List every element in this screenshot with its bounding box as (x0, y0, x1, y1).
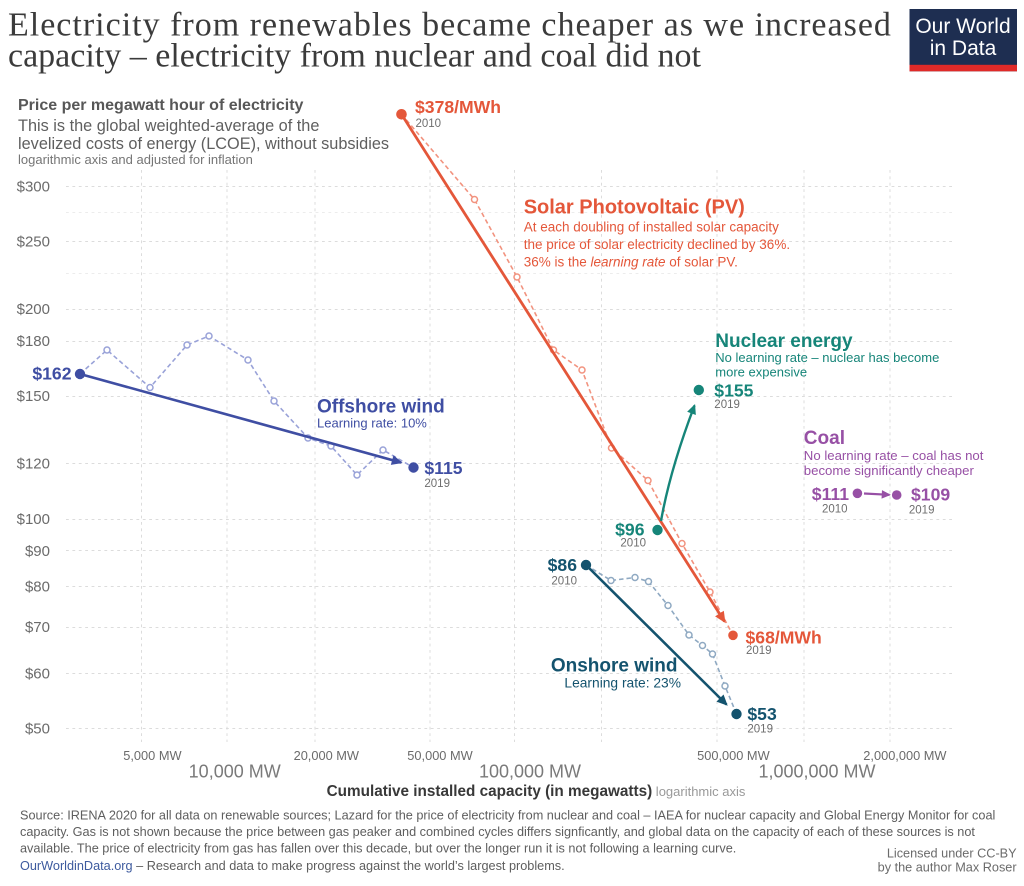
svg-text:2010: 2010 (620, 538, 646, 550)
svg-text:20,000 MW: 20,000 MW (294, 748, 360, 763)
svg-text:more expensive: more expensive (715, 365, 807, 380)
svg-text:$378/MWh: $378/MWh (415, 97, 501, 117)
svg-text:This is the global weighted-av: This is the global weighted-average of t… (18, 117, 319, 135)
svg-text:Coal: Coal (804, 428, 845, 449)
svg-text:levelized costs of energy (LCO: levelized costs of energy (LCOE), withou… (18, 135, 389, 153)
svg-text:36% is the learning rate of so: 36% is the learning rate of solar PV. (524, 255, 738, 270)
svg-text:Nuclear energy: Nuclear energy (715, 331, 853, 352)
svg-text:by the author Max Roser: by the author Max Roser (878, 861, 1018, 875)
svg-text:$300: $300 (17, 178, 50, 195)
svg-text:2010: 2010 (416, 118, 442, 130)
svg-text:become significantly cheaper: become significantly cheaper (804, 463, 975, 478)
svg-text:$50: $50 (25, 721, 50, 738)
svg-text:500,000 MW: 500,000 MW (697, 748, 770, 763)
svg-text:Our World: Our World (915, 15, 1010, 38)
svg-text:Source: IRENA 2020 for all dat: Source: IRENA 2020 for all data on renew… (20, 809, 995, 823)
svg-text:Solar Photovoltaic (PV): Solar Photovoltaic (PV) (524, 197, 745, 219)
svg-text:$96: $96 (615, 520, 645, 540)
svg-text:capacity – electricity from nu: capacity – electricity from nuclear and … (8, 38, 701, 75)
svg-text:the price of solar electricity: the price of solar electricity declined … (524, 237, 790, 252)
svg-text:$53: $53 (747, 704, 777, 724)
svg-text:2019: 2019 (909, 505, 935, 517)
svg-text:$68/MWh: $68/MWh (746, 628, 822, 648)
svg-text:Price per megawatt hour of ele: Price per megawatt hour of electricity (18, 97, 304, 114)
svg-text:10,000 MW: 10,000 MW (189, 762, 281, 782)
svg-text:2019: 2019 (714, 399, 740, 411)
svg-text:2010: 2010 (551, 576, 577, 588)
svg-text:OurWorldinData.org – Research: OurWorldinData.org – Research and data t… (20, 859, 565, 873)
svg-text:$150: $150 (17, 388, 50, 405)
svg-text:$155: $155 (714, 381, 753, 401)
svg-text:capacity. Gas is not shown bec: capacity. Gas is not shown because the p… (20, 825, 975, 839)
svg-text:No learning rate – coal has no: No learning rate – coal has not (804, 448, 984, 463)
svg-text:5,000 MW: 5,000 MW (123, 748, 182, 763)
svg-text:$109: $109 (911, 485, 950, 505)
svg-text:$90: $90 (25, 543, 50, 560)
svg-text:$200: $200 (17, 301, 50, 318)
svg-text:2,000,000 MW: 2,000,000 MW (863, 748, 947, 763)
svg-text:2019: 2019 (424, 478, 450, 490)
svg-text:100,000 MW: 100,000 MW (479, 762, 581, 782)
svg-text:$60: $60 (25, 666, 50, 683)
svg-text:$111: $111 (812, 484, 849, 504)
svg-text:1,000,000 MW: 1,000,000 MW (758, 762, 875, 782)
svg-text:Learning rate: 10%: Learning rate: 10% (317, 416, 427, 431)
svg-text:No learning rate – nuclear has: No learning rate – nuclear has become (715, 350, 939, 365)
svg-text:$86: $86 (548, 555, 578, 575)
svg-text:$180: $180 (17, 333, 50, 350)
svg-text:At each doubling of installed: At each doubling of installed solar capa… (524, 220, 779, 235)
svg-text:$120: $120 (17, 456, 50, 473)
svg-text:Offshore wind: Offshore wind (317, 397, 445, 418)
svg-text:50,000 MW: 50,000 MW (407, 748, 473, 763)
svg-text:in Data: in Data (930, 37, 997, 60)
svg-text:available. The price of electr: available. The price of electricity from… (20, 842, 736, 856)
svg-text:$115: $115 (424, 458, 462, 478)
svg-text:Electricity from renewables be: Electricity from renewables became cheap… (8, 7, 892, 44)
svg-text:Learning rate: 23%: Learning rate: 23% (564, 676, 681, 691)
svg-text:Onshore wind: Onshore wind (551, 656, 678, 677)
svg-text:Licensed under CC-BY: Licensed under CC-BY (887, 847, 1017, 861)
svg-text:2019: 2019 (747, 724, 773, 736)
svg-text:2010: 2010 (822, 504, 848, 516)
svg-text:Cumulative installed capacity: Cumulative installed capacity (in megawa… (327, 783, 746, 800)
svg-text:$162: $162 (32, 364, 71, 384)
svg-text:$250: $250 (17, 234, 50, 251)
svg-text:$80: $80 (25, 578, 50, 595)
svg-text:2019: 2019 (746, 645, 772, 657)
svg-text:$100: $100 (17, 511, 50, 528)
svg-text:logarithmic axis and adjusted: logarithmic axis and adjusted for inflat… (18, 152, 253, 167)
svg-text:$70: $70 (25, 619, 50, 636)
